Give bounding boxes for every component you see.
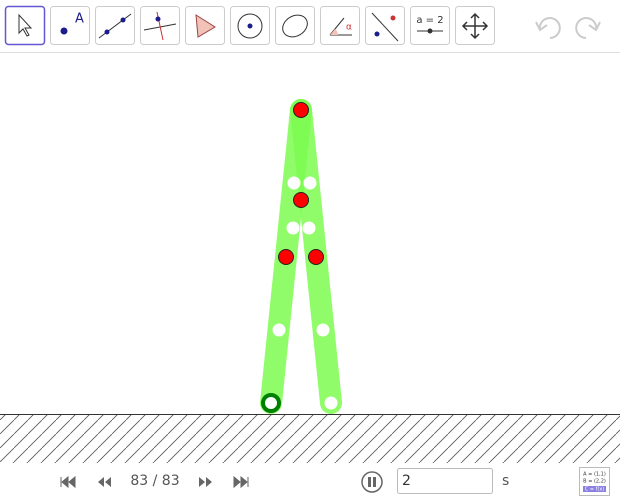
icon-ellipse <box>282 14 308 38</box>
algebra-icon-text: A = (1,1) <box>583 472 606 478</box>
point <box>316 323 330 337</box>
tool-angle[interactable] <box>320 6 360 45</box>
next-frame[interactable] <box>199 477 212 487</box>
point <box>302 221 316 235</box>
icon-dot <box>104 29 110 35</box>
icon-text: A <box>75 12 84 27</box>
point <box>286 221 300 235</box>
pause-bar <box>373 477 376 487</box>
speed-value: 2 <box>402 473 411 489</box>
icon-line <box>98 13 132 39</box>
point <box>324 396 338 410</box>
first-frame[interactable] <box>60 475 76 489</box>
icon-text: a = 2 <box>416 15 443 26</box>
tool-point[interactable] <box>50 6 90 45</box>
icon-dot <box>120 17 126 23</box>
icon-circle <box>237 13 263 39</box>
point <box>287 176 301 190</box>
point[interactable] <box>308 249 324 265</box>
algebra-icon-text: B = (2,2) <box>583 479 606 485</box>
icon-triangle <box>195 14 216 38</box>
icon-dot <box>427 28 433 34</box>
tool-slider[interactable] <box>410 6 450 45</box>
icon-dot <box>155 16 161 22</box>
icon-text: α <box>346 23 352 33</box>
point[interactable] <box>278 249 294 265</box>
undo[interactable] <box>535 17 561 39</box>
icon-angle-fill <box>330 29 338 35</box>
speed-unit: s <box>502 473 509 489</box>
point <box>303 176 317 190</box>
icon-pan <box>461 12 489 40</box>
redo[interactable] <box>575 17 601 39</box>
ground-hatch <box>0 414 620 463</box>
red-points <box>278 102 324 265</box>
tool-reflect[interactable] <box>365 6 405 45</box>
icon-dot <box>390 15 396 21</box>
point[interactable] <box>293 192 309 208</box>
tool-ellipse[interactable] <box>275 6 315 45</box>
point <box>272 323 286 337</box>
point[interactable] <box>293 102 309 118</box>
last-frame[interactable] <box>233 475 249 489</box>
algebra-icon-text: C = f(x) <box>585 487 605 493</box>
icon-dot <box>374 31 380 37</box>
algebra-icon-highlight <box>583 486 606 492</box>
pivot-point[interactable] <box>261 393 281 413</box>
icon-arrow <box>18 13 33 37</box>
pause-bar <box>368 477 371 487</box>
icon-line <box>371 12 399 42</box>
icon-dot <box>60 27 68 35</box>
frame-counter: 83 / 83 <box>130 473 179 489</box>
playback-bar <box>0 463 620 500</box>
icon-dot <box>247 23 253 29</box>
white-points <box>272 176 338 410</box>
speed-input[interactable] <box>397 468 493 494</box>
pause-button[interactable] <box>361 471 383 493</box>
previous-frame[interactable] <box>98 477 111 487</box>
